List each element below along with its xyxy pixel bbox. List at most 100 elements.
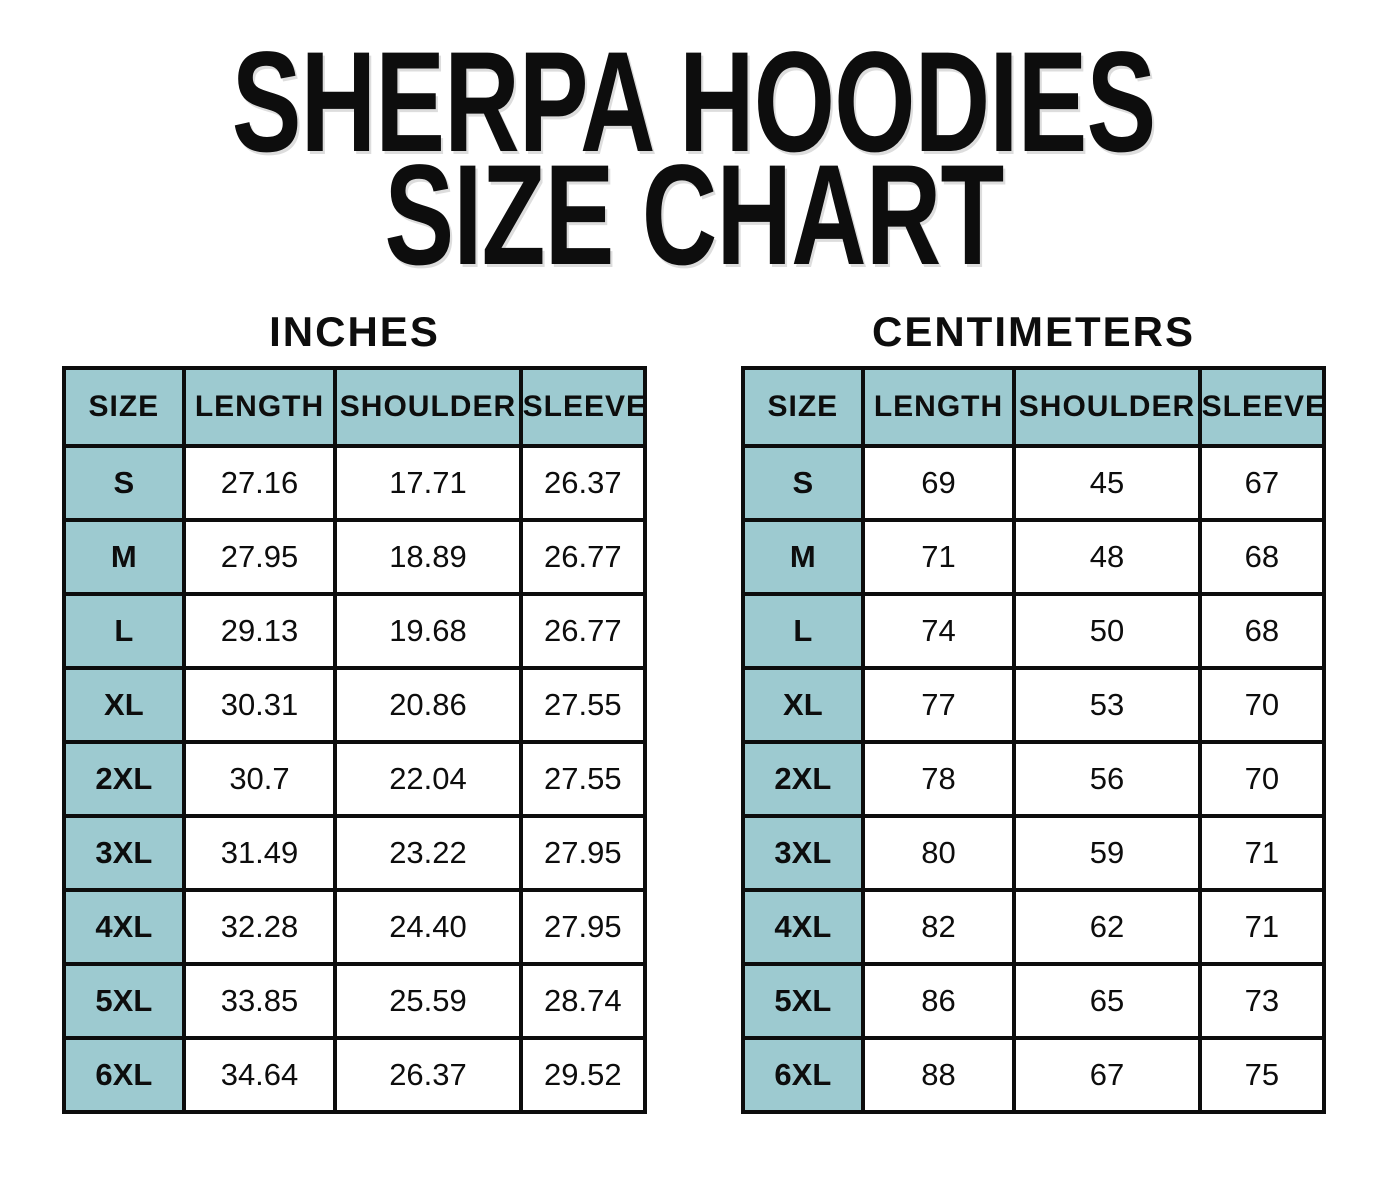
table-row: XL 77 53 70 [741,666,1327,744]
sleeve-cell: 73 [1197,962,1327,1040]
sleeve-cell: 68 [1197,592,1327,670]
sleeve-cell: 75 [1197,1036,1327,1114]
length-cell: 86 [860,962,1017,1040]
table-row: 2XL 78 56 70 [741,740,1327,818]
sleeve-cell: 27.95 [518,888,648,966]
length-cell: 30.31 [181,666,338,744]
centimeters-column-header-shoulder: SHOULDER [1012,366,1202,448]
inches-table: SIZE LENGTH SHOULDER SLEEVE S 27.16 17.7… [62,366,648,1114]
table-row: 6XL 88 67 75 [741,1036,1327,1114]
size-cell: XL [62,666,186,744]
sleeve-cell: 68 [1197,518,1327,596]
sleeve-cell: 70 [1197,740,1327,818]
page-title-line-1: SHERPA HOODIES [0,23,1388,182]
length-cell: 29.13 [181,592,338,670]
length-cell: 88 [860,1036,1017,1114]
length-cell: 31.49 [181,814,338,892]
shoulder-cell: 65 [1012,962,1202,1040]
inches-column-header-length: LENGTH [181,366,338,448]
shoulder-cell: 20.86 [333,666,523,744]
length-cell: 34.64 [181,1036,338,1114]
size-cell: 5XL [741,962,865,1040]
table-row: M 71 48 68 [741,518,1327,596]
length-cell: 32.28 [181,888,338,966]
size-cell: S [741,444,865,522]
length-cell: 69 [860,444,1017,522]
table-row: 5XL 33.85 25.59 28.74 [62,962,648,1040]
table-row: 3XL 80 59 71 [741,814,1327,892]
size-cell: 6XL [62,1036,186,1114]
table-row: M 27.95 18.89 26.77 [62,518,648,596]
length-cell: 80 [860,814,1017,892]
size-cell: XL [741,666,865,744]
inches-header-row: SIZE LENGTH SHOULDER SLEEVE [62,366,648,448]
inches-table-title: INCHES [269,308,440,355]
shoulder-cell: 23.22 [333,814,523,892]
table-row: 4XL 32.28 24.40 27.95 [62,888,648,966]
size-cell: M [741,518,865,596]
inches-column-header-shoulder: SHOULDER [333,366,523,448]
length-cell: 77 [860,666,1017,744]
length-cell: 74 [860,592,1017,670]
inches-column-header-sleeve: SLEEVE [518,366,648,448]
sleeve-cell: 71 [1197,814,1327,892]
centimeters-column-header-length: LENGTH [860,366,1017,448]
length-cell: 27.95 [181,518,338,596]
tables-container: INCHES SIZE LENGTH SHOULDER SLEEVE S [0,310,1388,1114]
sleeve-cell: 28.74 [518,962,648,1040]
size-cell: 4XL [62,888,186,966]
size-cell: 5XL [62,962,186,1040]
shoulder-cell: 18.89 [333,518,523,596]
length-cell: 30.7 [181,740,338,818]
centimeters-table: SIZE LENGTH SHOULDER SLEEVE S 69 45 67 M [741,366,1327,1114]
table-row: 5XL 86 65 73 [741,962,1327,1040]
sleeve-cell: 70 [1197,666,1327,744]
table-row: XL 30.31 20.86 27.55 [62,666,648,744]
shoulder-cell: 19.68 [333,592,523,670]
shoulder-cell: 50 [1012,592,1202,670]
sleeve-cell: 67 [1197,444,1327,522]
size-cell: L [741,592,865,670]
sleeve-cell: 27.95 [518,814,648,892]
inches-section: INCHES SIZE LENGTH SHOULDER SLEEVE S [62,308,648,1114]
size-cell: 4XL [741,888,865,966]
size-cell: 2XL [741,740,865,818]
sleeve-cell: 27.55 [518,740,648,818]
page-title-text-1: SHERPA HOODIES [232,23,1156,182]
shoulder-cell: 59 [1012,814,1202,892]
shoulder-cell: 17.71 [333,444,523,522]
table-row: S 69 45 67 [741,444,1327,522]
length-cell: 82 [860,888,1017,966]
sleeve-cell: 26.77 [518,518,648,596]
size-cell: 3XL [741,814,865,892]
page-title-line-2: SIZE CHART [0,136,1388,295]
size-cell: 6XL [741,1036,865,1114]
shoulder-cell: 67 [1012,1036,1202,1114]
page-title-text-2: SIZE CHART [384,136,1004,295]
shoulder-cell: 24.40 [333,888,523,966]
table-row: 4XL 82 62 71 [741,888,1327,966]
table-row: 3XL 31.49 23.22 27.95 [62,814,648,892]
shoulder-cell: 45 [1012,444,1202,522]
size-cell: S [62,444,186,522]
size-cell: L [62,592,186,670]
sleeve-cell: 71 [1197,888,1327,966]
length-cell: 71 [860,518,1017,596]
centimeters-column-header-size: SIZE [741,366,865,448]
shoulder-cell: 22.04 [333,740,523,818]
table-row: S 27.16 17.71 26.37 [62,444,648,522]
sleeve-cell: 26.77 [518,592,648,670]
shoulder-cell: 26.37 [333,1036,523,1114]
sleeve-cell: 29.52 [518,1036,648,1114]
inches-column-header-size: SIZE [62,366,186,448]
sleeve-cell: 27.55 [518,666,648,744]
shoulder-cell: 48 [1012,518,1202,596]
table-row: L 29.13 19.68 26.77 [62,592,648,670]
centimeters-table-title: CENTIMETERS [871,308,1195,355]
centimeters-section: CENTIMETERS SIZE LENGTH SHOULDER SLEEVE … [741,308,1327,1114]
centimeters-column-header-sleeve: SLEEVE [1197,366,1327,448]
table-row: 6XL 34.64 26.37 29.52 [62,1036,648,1114]
shoulder-cell: 56 [1012,740,1202,818]
length-cell: 33.85 [181,962,338,1040]
